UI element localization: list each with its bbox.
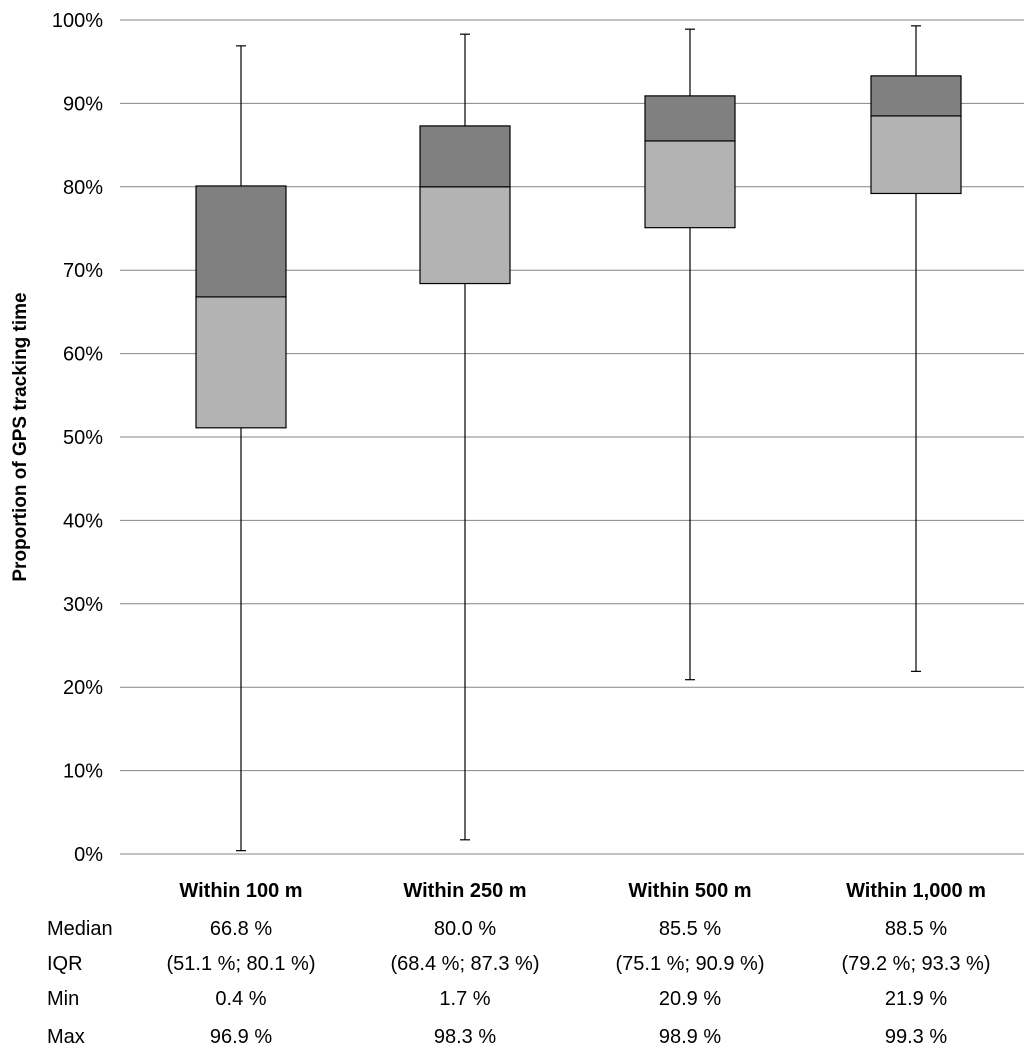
y-tick-label: 100%: [52, 10, 103, 32]
median-cell: 85.5 %: [658, 918, 722, 940]
stats-row-min: Min 0.4 % 1.7 % 20.9 % 21.9 %: [0, 988, 1026, 1016]
box-1: [195, 45, 287, 852]
y-tick-label: 10%: [63, 761, 103, 783]
row-label-median: Median: [47, 918, 113, 940]
y-tick-label: 90%: [63, 93, 103, 115]
max-cell: 99.3 %: [884, 1026, 948, 1048]
y-tick-label: 40%: [63, 510, 103, 532]
boxes: [195, 25, 962, 852]
box-4: [870, 25, 962, 672]
y-tick-label: 30%: [63, 594, 103, 616]
iqr-cell: (68.4 %; 87.3 %): [390, 953, 540, 975]
median-cell: 88.5 %: [884, 918, 948, 940]
x-axis-categories: Within 100 m Within 250 m Within 500 m With…: [179, 880, 986, 900]
box-lower-q1-median: [644, 140, 736, 229]
box-lower-q1-median: [195, 296, 287, 429]
max-cell: 98.3 %: [433, 1026, 497, 1048]
min-cell: 1.7 %: [439, 988, 491, 1010]
boxplot-chart: 0% 10% 20% 30% 40% 50% 60% 70% 80% 90% 100% Within…: [10, 10, 1024, 900]
y-tick-label: 60%: [63, 344, 103, 366]
box-2: [419, 33, 511, 841]
y-axis-label: Proportion of GPS tracking time: [10, 292, 31, 581]
row-label-iqr: IQR: [47, 953, 83, 975]
y-tick-label: 50%: [63, 427, 103, 449]
y-tick-label: 70%: [63, 260, 103, 282]
x-category-label: Within 250 m: [403, 880, 526, 900]
iqr-cell: (51.1 %; 80.1 %): [166, 953, 316, 975]
box-lower-q1-median: [870, 115, 962, 195]
row-label-min: Min: [47, 988, 80, 1010]
min-cell: 21.9 %: [884, 988, 948, 1010]
max-cell: 98.9 %: [658, 1026, 722, 1048]
stats-row-median: Median 66.8 % 80.0 % 85.5 % 88.5 %: [0, 918, 1026, 946]
min-cell: 20.9 %: [658, 988, 722, 1010]
box-upper-median-q3: [195, 185, 287, 298]
x-category-label: Within 500 m: [628, 880, 751, 900]
x-category-label: Within 1,000 m: [846, 880, 986, 900]
stats-row-iqr: IQR (51.1 %; 80.1 %) (68.4 %; 87.3 %) (7…: [0, 953, 1026, 981]
box-upper-median-q3: [419, 125, 511, 188]
box-lower-q1-median: [419, 186, 511, 285]
box-upper-median-q3: [870, 75, 962, 117]
iqr-cell: (79.2 %; 93.3 %): [841, 953, 991, 975]
box-upper-median-q3: [644, 95, 736, 142]
stats-row-max: Max 96.9 % 98.3 % 98.9 % 99.3 %: [0, 1026, 1026, 1054]
max-cell: 96.9 %: [209, 1026, 273, 1048]
min-cell: 0.4 %: [215, 988, 267, 1010]
y-tick-label: 0%: [74, 844, 103, 866]
y-tick-label: 20%: [63, 677, 103, 699]
x-category-label: Within 100 m: [179, 880, 302, 900]
iqr-cell: (75.1 %; 90.9 %): [615, 953, 765, 975]
row-label-max: Max: [47, 1026, 85, 1048]
median-cell: 80.0 %: [433, 918, 497, 940]
median-cell: 66.8 %: [209, 918, 273, 940]
box-3: [644, 28, 736, 681]
y-axis-ticks: 0% 10% 20% 30% 40% 50% 60% 70% 80% 90% 100%: [52, 10, 103, 866]
y-tick-label: 80%: [63, 177, 103, 199]
